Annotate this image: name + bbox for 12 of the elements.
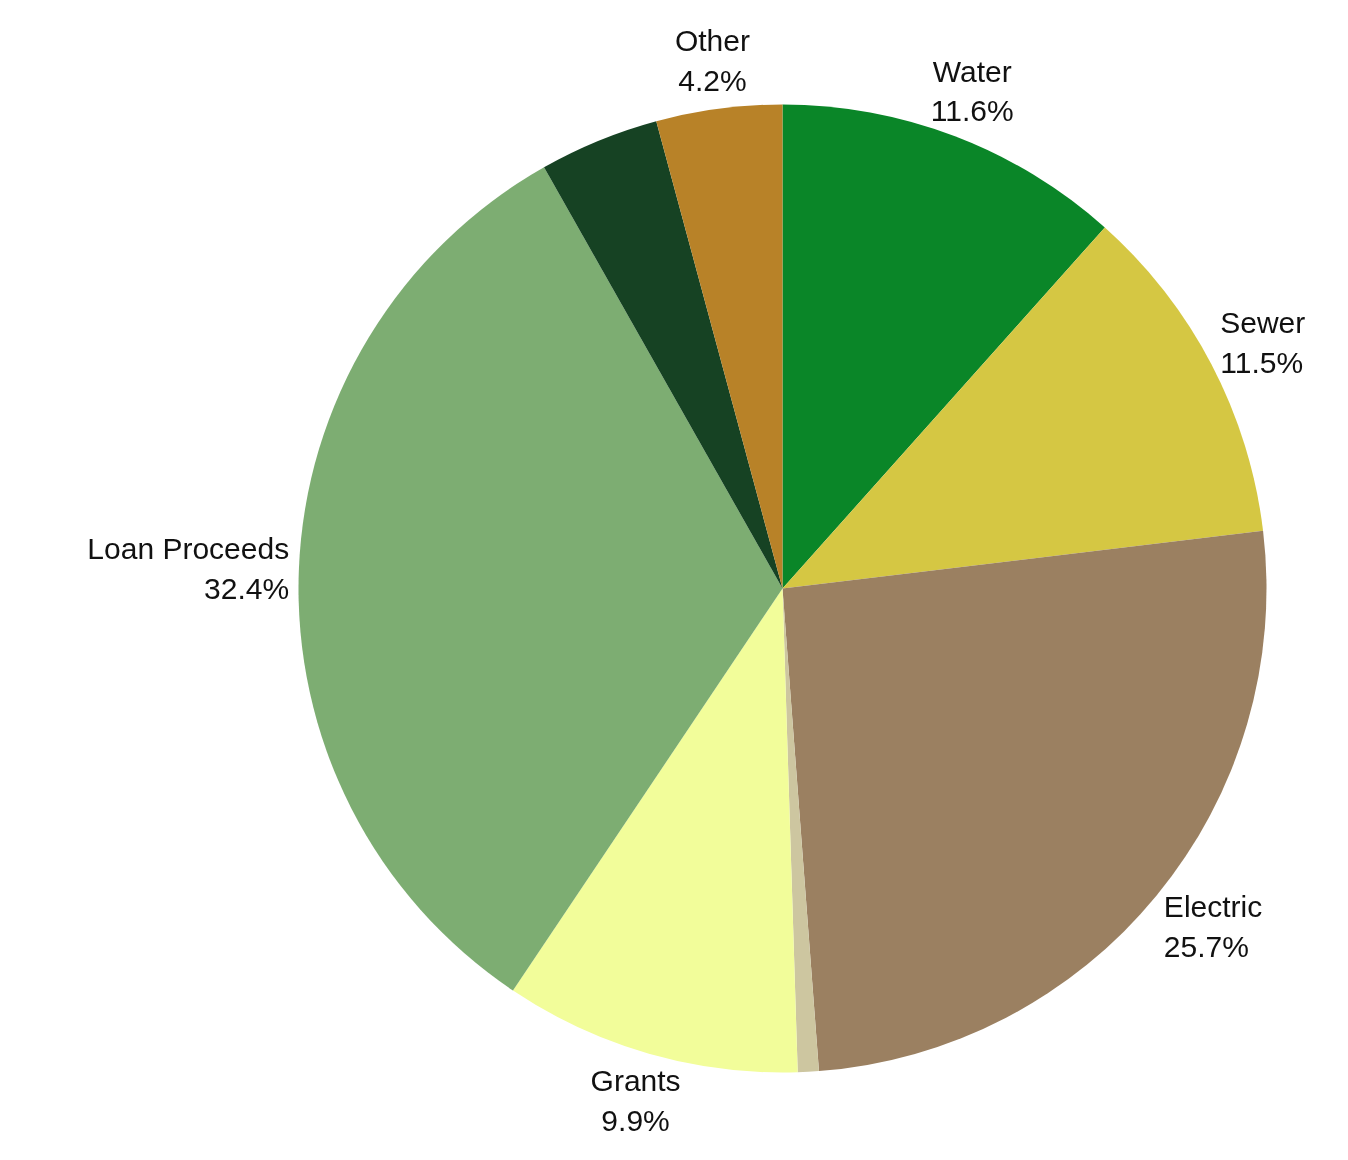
- data-label: 32.4%: [204, 571, 290, 605]
- data-label: 4.2%: [678, 64, 747, 98]
- slice-label: Sewer: [1220, 306, 1306, 340]
- slice-label: Other: [674, 24, 750, 58]
- data-label: 11.5%: [1220, 345, 1304, 379]
- slice-label: Loan Proceeds: [87, 532, 290, 566]
- slice-label: Water: [932, 54, 1012, 88]
- slice-label: Grants: [590, 1063, 681, 1097]
- data-label: 9.9%: [601, 1103, 670, 1137]
- slice-label: Electric: [1163, 890, 1263, 924]
- data-label: 25.7%: [1163, 929, 1249, 963]
- data-label: 11.6%: [930, 94, 1014, 128]
